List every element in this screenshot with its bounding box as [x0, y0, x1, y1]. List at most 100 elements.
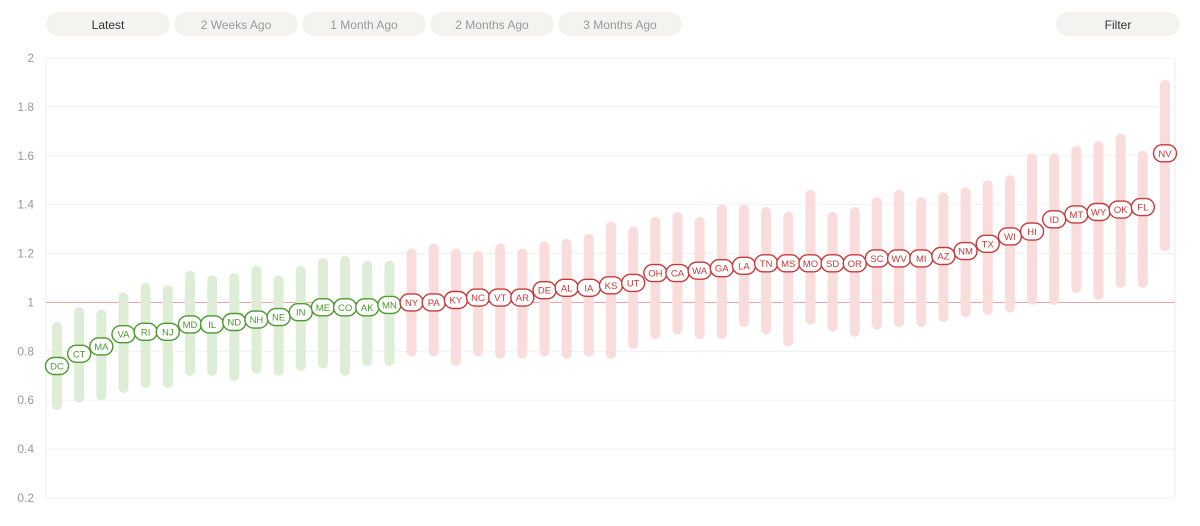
state-label: NV [1158, 149, 1172, 160]
state-marker: MT [1064, 205, 1089, 224]
state-label: WY [1091, 208, 1107, 219]
state-label: WI [1004, 232, 1016, 243]
state-marker: NH [244, 310, 269, 329]
y-tick-label: 0.4 [17, 442, 34, 456]
state-label: MN [382, 300, 397, 311]
state-marker: UT [620, 273, 646, 293]
state-label: AR [516, 293, 529, 304]
y-tick-label: 0.6 [17, 393, 34, 407]
state-marker: TN [753, 254, 779, 273]
y-tick-label: 1.2 [17, 247, 34, 261]
state-marker: WV [886, 249, 912, 268]
state-label: NY [405, 298, 419, 309]
state-label: LA [738, 261, 750, 272]
state-marker: OR [842, 254, 867, 273]
state-label: TN [760, 259, 773, 270]
state-label: OH [648, 269, 662, 280]
state-pill [1019, 222, 1045, 241]
state-label: AZ [937, 252, 949, 263]
state-label: OK [1114, 205, 1128, 216]
state-label: CO [338, 303, 352, 314]
state-label: RI [141, 327, 151, 338]
state-label: TX [982, 239, 995, 250]
filter-button[interactable]: Filter [1056, 12, 1180, 36]
y-tick-label: 1 [27, 295, 34, 309]
state-label: MD [183, 320, 198, 331]
state-marker: MI [909, 249, 934, 268]
state-marker: PA [421, 293, 446, 312]
state-marker: KY [443, 290, 469, 310]
state-pill [975, 234, 1000, 253]
state-marker: VT [488, 288, 513, 307]
state-marker: CT [66, 344, 92, 363]
state-label: DC [50, 362, 64, 373]
state-label: MO [803, 259, 818, 270]
tab-1-month-ago[interactable]: 1 Month Ago [302, 12, 426, 36]
state-label: VT [494, 293, 506, 304]
state-label: NJ [162, 327, 174, 338]
state-marker: KS [598, 276, 624, 295]
state-marker: HI [1019, 222, 1045, 241]
state-marker: IL [199, 315, 225, 334]
state-label: PA [428, 298, 441, 309]
state-marker: DE [532, 281, 557, 300]
state-marker: AR [510, 288, 535, 307]
state-marker: MO [798, 254, 823, 273]
state-marker: SC [864, 249, 890, 268]
state-label: UT [627, 278, 640, 289]
state-label: AL [561, 283, 573, 294]
tab-latest[interactable]: Latest [46, 12, 170, 36]
state-marker: GA [709, 259, 734, 278]
state-marker: NY [399, 293, 424, 312]
state-marker: RI [133, 322, 158, 341]
state-marker: FL [1130, 197, 1156, 217]
state-marker: VA [111, 325, 136, 344]
state-marker: CA [665, 263, 690, 283]
tab-2-months-ago[interactable]: 2 Months Ago [430, 12, 554, 36]
state-label: NE [272, 313, 285, 324]
tab-3-months-ago[interactable]: 3 Months Ago [558, 12, 682, 36]
state-label: MS [781, 259, 795, 270]
state-label: KS [605, 281, 618, 292]
state-label: CT [73, 349, 86, 360]
state-pill [155, 322, 181, 341]
state-label: IL [208, 320, 216, 331]
state-marker: IA [576, 278, 602, 297]
state-marker: AK [355, 298, 380, 317]
state-label: IA [584, 283, 594, 294]
state-marker: IN [288, 303, 313, 322]
state-label: FL [1137, 203, 1148, 214]
state-label: NM [958, 247, 973, 258]
y-tick-label: 0.8 [17, 344, 34, 358]
state-marker: NJ [155, 322, 181, 341]
state-label: DE [538, 286, 551, 297]
state-label: VA [117, 330, 130, 341]
state-marker: ID [1041, 210, 1067, 229]
state-marker: WI [997, 227, 1023, 246]
state-marker: WY [1086, 202, 1111, 222]
state-marker: MA [89, 337, 114, 356]
state-marker: MD [177, 315, 203, 334]
state-label: MI [916, 254, 927, 265]
state-label: ID [1049, 215, 1059, 226]
state-label: SD [826, 259, 839, 270]
state-label: ND [227, 318, 241, 329]
state-marker: WA [687, 261, 712, 280]
state-pill [1130, 197, 1156, 217]
state-marker: AZ [931, 246, 956, 266]
state-pill [953, 241, 978, 261]
state-pill [1152, 144, 1178, 163]
tab-2-weeks-ago[interactable]: 2 Weeks Ago [174, 12, 298, 36]
state-marker: SD [820, 254, 845, 273]
state-label: WA [692, 266, 708, 277]
state-marker: NC [465, 288, 491, 307]
state-label: NC [471, 293, 485, 304]
state-marker: NM [953, 241, 978, 261]
state-pill [89, 337, 114, 356]
state-pill [620, 273, 646, 293]
state-label: ME [316, 303, 330, 314]
state-label: SC [870, 254, 883, 265]
state-marker: MS [776, 254, 801, 273]
state-label: WV [891, 254, 907, 265]
